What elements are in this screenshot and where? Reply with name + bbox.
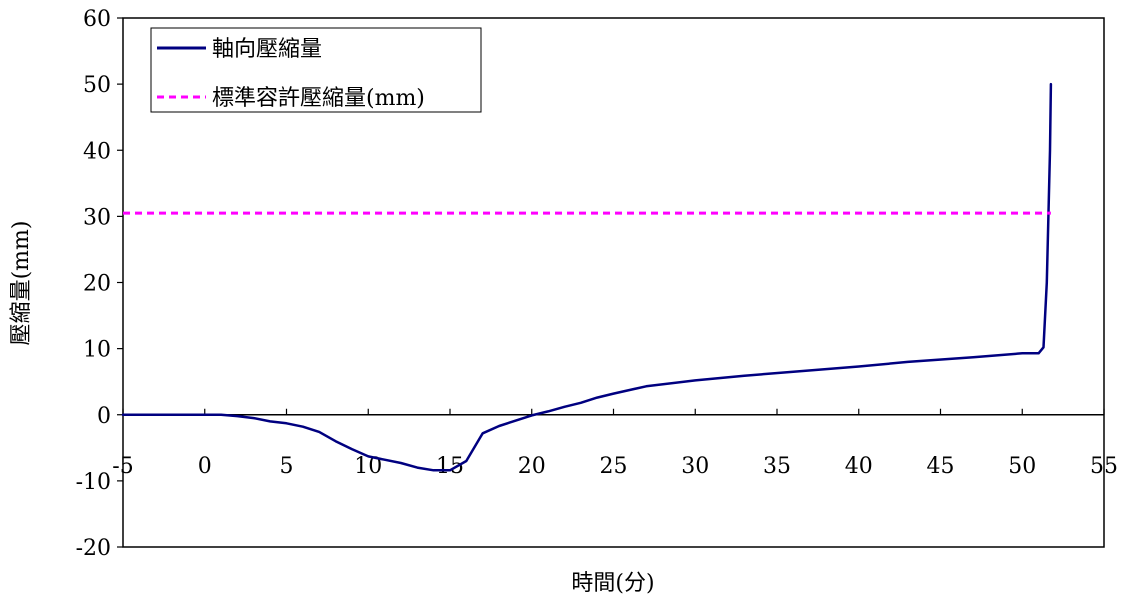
legend: 軸向壓縮量 標準容許壓縮量(mm) bbox=[150, 27, 482, 113]
x-tick-label: 15 bbox=[436, 454, 464, 479]
x-tick-label: 45 bbox=[927, 454, 955, 479]
y-tick-label: 30 bbox=[83, 205, 111, 230]
series-line-axial-compression bbox=[121, 82, 1053, 472]
x-tick-label: 30 bbox=[681, 454, 709, 479]
x-tick-label: 20 bbox=[518, 454, 546, 479]
x-tick-label: 25 bbox=[600, 454, 628, 479]
x-tick-label: 35 bbox=[763, 454, 791, 479]
y-tick-label: -20 bbox=[76, 536, 111, 561]
series-layer bbox=[121, 82, 1053, 472]
y-tick-label: 20 bbox=[83, 272, 111, 297]
y-tick-label: -10 bbox=[76, 470, 111, 495]
y-axis-title: 壓縮量(mm) bbox=[9, 221, 34, 346]
y-tick-label: 0 bbox=[97, 404, 111, 429]
x-tick-label: 0 bbox=[198, 454, 212, 479]
x-tick-label: -5 bbox=[112, 454, 133, 479]
x-axis-title: 時間(分) bbox=[571, 571, 654, 596]
x-tick-label: 50 bbox=[1008, 454, 1036, 479]
x-tick-label: 40 bbox=[845, 454, 873, 479]
y-axis-ticks: -20 -10 0 10 20 30 40 50 60 bbox=[76, 7, 123, 561]
x-tick-label: 5 bbox=[280, 454, 294, 479]
legend-label-axial-compression: 軸向壓縮量 bbox=[212, 37, 322, 62]
legend-label-allowable-compression: 標準容許壓縮量(mm) bbox=[212, 86, 425, 111]
y-tick-label: 60 bbox=[83, 7, 111, 32]
x-tick-label: 55 bbox=[1090, 454, 1118, 479]
y-tick-label: 10 bbox=[83, 338, 111, 363]
y-tick-label: 50 bbox=[83, 73, 111, 98]
x-axis: -5 0 5 10 15 20 25 30 35 40 45 50 55 bbox=[112, 408, 1118, 479]
y-tick-label: 40 bbox=[83, 139, 111, 164]
